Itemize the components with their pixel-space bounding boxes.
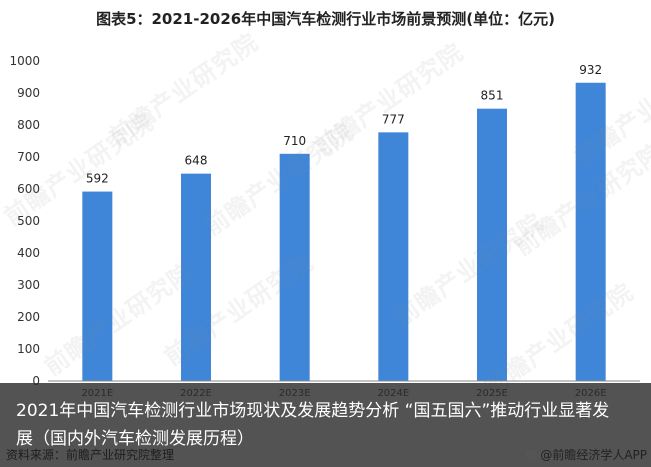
bar xyxy=(279,153,310,381)
y-axis: 0 100 200 300 400 500 600 700 800 900 1000 xyxy=(9,54,40,388)
y-tick-label: 0 xyxy=(32,374,40,388)
y-tick-label: 800 xyxy=(17,118,40,132)
bars: 592 648 710 777 851 932 xyxy=(82,63,606,382)
bar-value-label: 851 xyxy=(481,89,504,103)
bar-value-label: 592 xyxy=(86,172,109,186)
bar-value-label: 710 xyxy=(283,134,306,148)
bar xyxy=(82,191,113,381)
y-tick-label: 1000 xyxy=(9,54,40,68)
y-tick-label: 600 xyxy=(17,182,40,196)
bar xyxy=(575,82,606,381)
y-tick-label: 700 xyxy=(17,150,40,164)
y-tick-label: 900 xyxy=(17,86,40,100)
app-credit-label: @前瞻经济学人APP xyxy=(540,448,647,462)
app-credit: @前瞻经济学人APP xyxy=(525,446,647,463)
bar xyxy=(477,108,507,382)
bar-value-label: 777 xyxy=(382,112,405,126)
bar-value-label: 932 xyxy=(579,63,602,77)
app-logo-icon xyxy=(525,449,538,461)
bar-value-label: 648 xyxy=(185,154,208,168)
y-tick-label: 300 xyxy=(17,278,40,292)
bar xyxy=(378,132,409,381)
caption-banner: 2021年中国汽车检测行业市场现状及发展趋势分析 “国五国六”推动行业显著发展（… xyxy=(0,383,651,467)
y-tick-label: 500 xyxy=(17,214,40,228)
y-tick-label: 400 xyxy=(17,246,40,260)
source-note: 资料来源：前瞻产业研究院整理 xyxy=(6,448,175,462)
article-caption: 2021年中国汽车检测行业市场现状及发展趋势分析 “国五国六”推动行业显著发展（… xyxy=(16,401,610,449)
chart-title: 图表5：2021-2026年中国汽车检测行业市场前景预测(单位：亿元) xyxy=(96,10,555,28)
bar xyxy=(181,173,211,381)
y-tick-label: 200 xyxy=(17,310,40,324)
y-tick-label: 100 xyxy=(17,342,40,356)
